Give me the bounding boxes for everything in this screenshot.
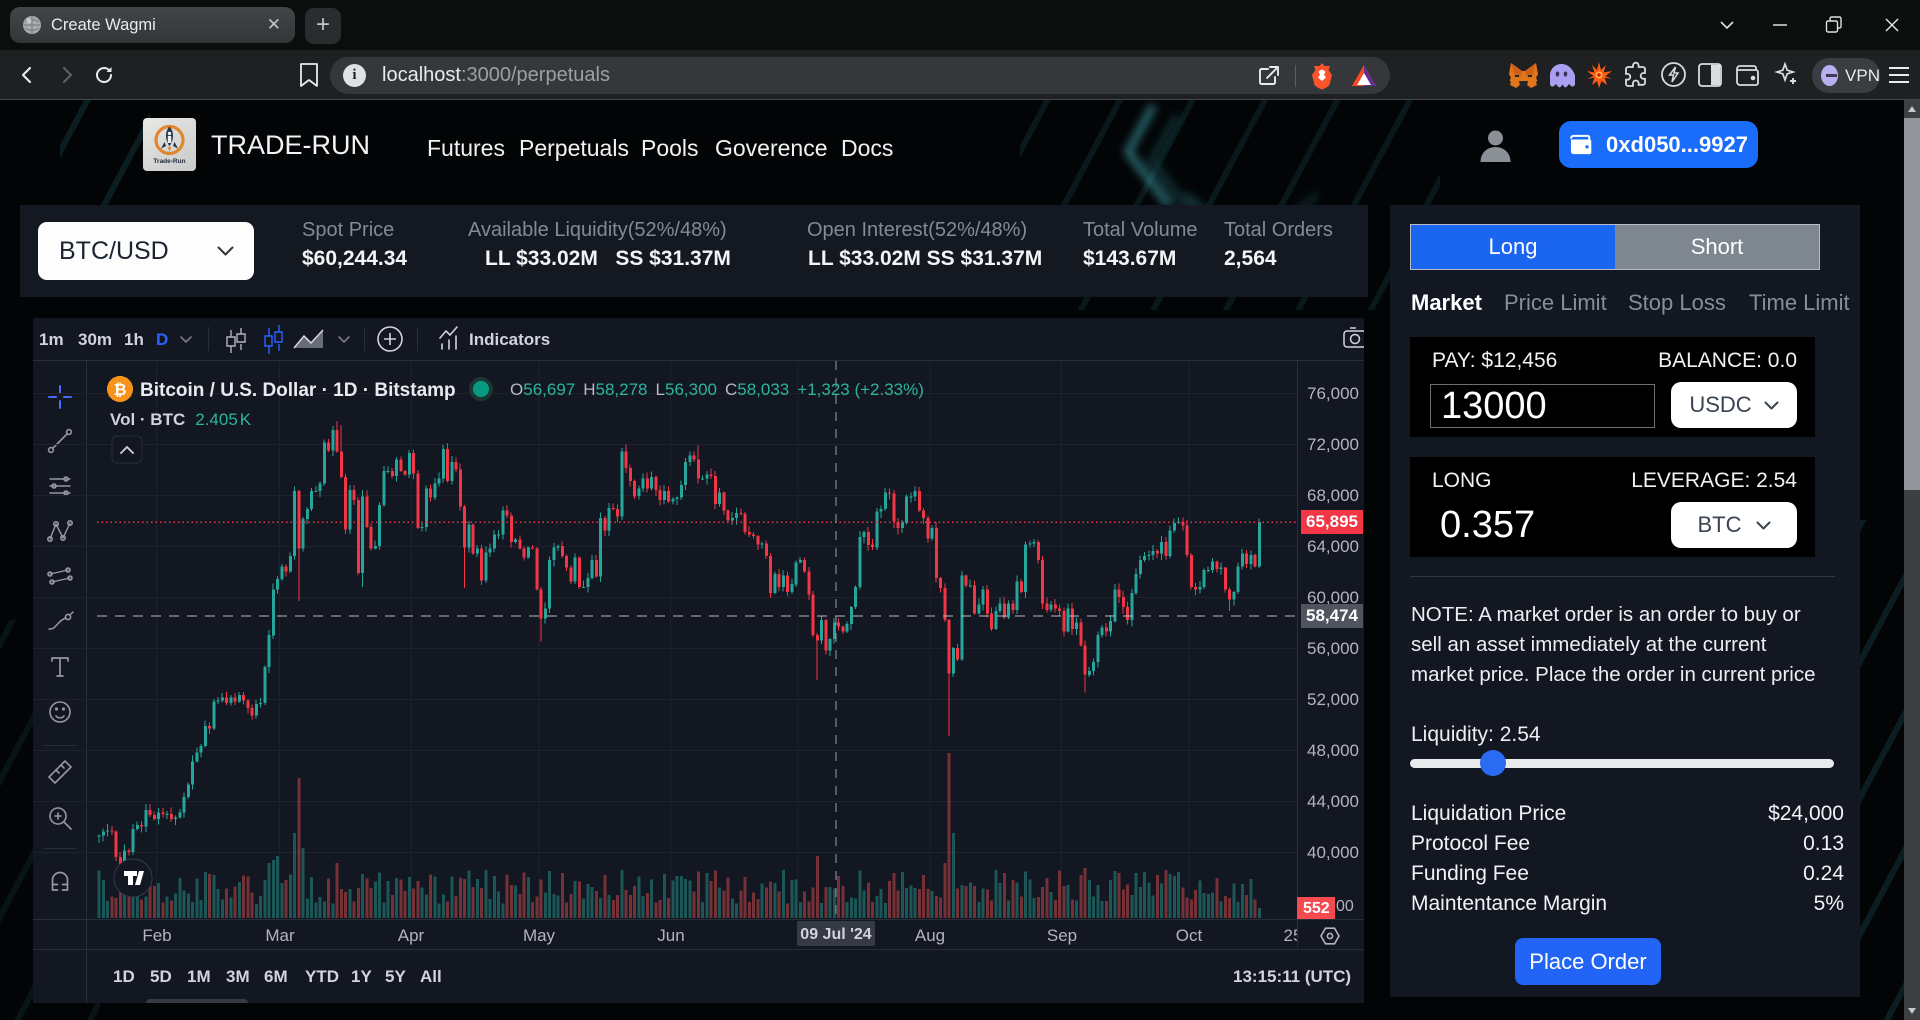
svg-text:13:15:11 (UTC): 13:15:11 (UTC) [1233,967,1351,986]
svg-text:1M: 1M [187,967,211,986]
svg-text:60,000: 60,000 [1307,588,1359,607]
svg-text:Mar: Mar [265,926,295,945]
svg-text:58,474: 58,474 [1306,606,1359,625]
svg-text:09 Jul '24: 09 Jul '24 [800,926,872,943]
svg-text:6M: 6M [264,967,288,986]
svg-text:Bitcoin / U.S. Dollar · 1D · B: Bitcoin / U.S. Dollar · 1D · Bitstamp [140,380,456,401]
svg-text:76,000: 76,000 [1307,384,1359,403]
svg-text:May: May [523,926,556,945]
svg-text:₿: ₿ [113,381,126,399]
svg-text:Sep: Sep [1047,926,1077,945]
svg-text:48,000: 48,000 [1307,741,1359,760]
svg-text:Feb: Feb [142,926,171,945]
svg-text:5D: 5D [150,967,172,986]
svg-text:Apr: Apr [398,926,425,945]
svg-text:3M: 3M [226,967,250,986]
svg-text:56,000: 56,000 [1307,639,1359,658]
svg-text:Jun: Jun [657,926,684,945]
svg-text:1h: 1h [124,330,144,349]
svg-text:00: 00 [1336,898,1354,915]
svg-text:D: D [156,330,168,349]
svg-text:YTD: YTD [305,967,339,986]
svg-text:25: 25 [1284,926,1303,945]
svg-text:552: 552 [1303,900,1330,917]
svg-text:Oct: Oct [1176,926,1203,945]
svg-text:40,000: 40,000 [1307,843,1359,862]
svg-text:Indicators: Indicators [469,330,550,349]
svg-text:1D: 1D [113,967,135,986]
svg-text:52,000: 52,000 [1307,690,1359,709]
svg-text:1m: 1m [39,330,64,349]
svg-text:Trade-Run: Trade-Run [153,158,185,165]
svg-text:65,895: 65,895 [1306,512,1358,531]
svg-text:1Y: 1Y [351,967,372,986]
svg-text:64,000: 64,000 [1307,537,1359,556]
svg-text:30m: 30m [78,330,112,349]
svg-text:68,000: 68,000 [1307,486,1359,505]
svg-text:Aug: Aug [915,926,945,945]
svg-text:72,000: 72,000 [1307,435,1359,454]
svg-text:All: All [420,967,442,986]
svg-text:5Y: 5Y [385,967,406,986]
svg-text:44,000: 44,000 [1307,792,1359,811]
